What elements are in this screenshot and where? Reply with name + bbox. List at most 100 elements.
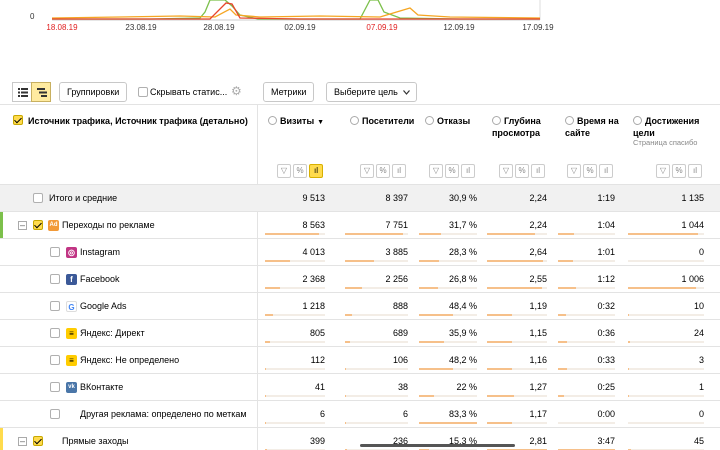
info-icon[interactable] <box>492 116 501 125</box>
percent-icon[interactable]: % <box>672 164 686 178</box>
bar-track <box>419 395 477 397</box>
bar-visitors <box>345 287 362 289</box>
percent-icon[interactable]: % <box>293 164 307 178</box>
horizontal-scrollbar[interactable] <box>360 444 515 447</box>
row-source-name[interactable]: Яндекс: Директ <box>80 328 145 338</box>
cell-bounce: 48,2 % <box>448 355 477 365</box>
row-checkbox[interactable] <box>50 328 60 338</box>
filter-icon[interactable]: ▽ <box>499 164 513 178</box>
bar-goals <box>628 341 630 343</box>
percent-icon[interactable]: % <box>445 164 459 178</box>
row-checkbox[interactable] <box>33 436 43 446</box>
cell-depth: 2,55 <box>529 274 547 284</box>
table-row[interactable]: ≡ Яндекс: Директ 805 689 35,9 % 1,15 0:36 24 <box>0 320 720 347</box>
bar-goals <box>628 233 698 235</box>
row-source-name[interactable]: Прямые заходы <box>62 436 129 446</box>
column-header-visitors[interactable]: Посетители <box>350 115 423 127</box>
row-checkbox[interactable] <box>33 193 43 203</box>
bar-track <box>345 395 408 397</box>
select-all-checkbox[interactable] <box>13 115 23 125</box>
hide-stats-checkbox[interactable] <box>138 87 148 97</box>
info-icon[interactable] <box>565 116 574 125</box>
column-header-visits[interactable]: Визиты ▼ <box>268 115 338 129</box>
bar-visits <box>265 395 266 397</box>
info-icon[interactable] <box>425 116 434 125</box>
bars-icon[interactable]: ıl <box>599 164 613 178</box>
bar-track <box>419 260 477 262</box>
bar-depth <box>487 287 542 289</box>
bar-visits <box>265 341 271 343</box>
yandex-direct-icon: ≡ <box>66 355 77 366</box>
tree-view-button[interactable] <box>31 82 51 102</box>
percent-icon[interactable]: % <box>376 164 390 178</box>
column-header-time[interactable]: Время на сайте <box>565 115 632 139</box>
table-row[interactable]: Другая реклама: определено по меткам 6 6 83… <box>0 401 720 428</box>
row-source-name[interactable]: Яндекс: Не определено <box>80 355 180 365</box>
dimension-header[interactable]: Источник трафика, Источник трафика (дета… <box>28 116 248 126</box>
bars-icon[interactable]: ıl <box>461 164 475 178</box>
sort-desc-icon[interactable]: ▼ <box>317 119 325 126</box>
info-icon[interactable] <box>350 116 359 125</box>
table-row[interactable]: ◎ Instagram 4 013 3 885 28,3 % 2,64 1:01 0 <box>0 239 720 266</box>
group-row[interactable]: – Ad Переходы по рекламе 8 563 7 751 31,7 % 2,… <box>0 212 720 239</box>
row-source-name[interactable]: Другая реклама: определено по меткам <box>80 409 247 419</box>
x-tick-label: 02.09.19 <box>284 23 316 32</box>
bars-icon[interactable]: ıl <box>531 164 545 178</box>
row-checkbox[interactable] <box>33 220 43 230</box>
collapse-icon[interactable]: – <box>18 436 27 446</box>
row-checkbox[interactable] <box>50 301 60 311</box>
filter-icon[interactable]: ▽ <box>567 164 581 178</box>
list-view-button[interactable] <box>12 82 32 102</box>
info-icon[interactable] <box>633 116 642 125</box>
metrics-button[interactable]: Метрики <box>263 82 315 102</box>
column-header-goals[interactable]: Достижения цели <box>633 115 719 139</box>
cell-bounce: 26,8 % <box>448 274 477 284</box>
table-row[interactable]: ≡ Яндекс: Не определено 112 106 48,2 % 1,16 0:… <box>0 347 720 374</box>
column-header-bounce[interactable]: Отказы <box>425 115 493 127</box>
filter-icon[interactable]: ▽ <box>429 164 443 178</box>
cell-visits: 41 <box>314 382 325 392</box>
row-checkbox[interactable] <box>50 247 60 257</box>
table-row[interactable]: G Google Ads 1 218 888 48,4 % 1,19 0:32 10 <box>0 293 720 320</box>
goal-select[interactable]: Выберите цель <box>326 82 417 102</box>
filter-icon[interactable]: ▽ <box>360 164 374 178</box>
bars-icon[interactable]: ıl <box>309 164 323 178</box>
filter-icon[interactable]: ▽ <box>277 164 291 178</box>
column-tools: ▽% ıl <box>567 164 613 180</box>
row-source-name[interactable]: ВКонтакте <box>80 382 124 392</box>
bars-icon[interactable]: ıl <box>688 164 702 178</box>
table-row[interactable]: vk ВКонтакте 41 38 22 % 1,27 0:25 1 <box>0 374 720 401</box>
report-toolbar: Группировки Скрывать статис... ⚙ Метрики… <box>0 82 720 104</box>
table-row[interactable]: f Facebook 2 368 2 256 26,8 % 2,55 1:12 1 006 <box>0 266 720 293</box>
row-checkbox[interactable] <box>50 355 60 365</box>
info-icon[interactable] <box>268 116 277 125</box>
row-source-name[interactable]: Google Ads <box>80 301 127 311</box>
hide-stats-label[interactable]: Скрывать статис... <box>150 87 228 97</box>
gear-icon[interactable]: ⚙ <box>231 84 242 98</box>
row-source-name[interactable]: Переходы по рекламе <box>62 220 155 230</box>
cell-depth: 2,81 <box>529 436 547 446</box>
cell-depth: 1,27 <box>529 382 547 392</box>
totals-row[interactable]: Итого и средние 9 513 8 397 30,9 % 2,24 1:19 1… <box>0 185 720 212</box>
bar-track <box>487 395 547 397</box>
percent-icon[interactable]: % <box>515 164 529 178</box>
column-header-label: Достижения цели <box>633 116 700 138</box>
row-checkbox[interactable] <box>50 409 60 419</box>
collapse-icon[interactable]: – <box>18 220 27 230</box>
group-color-marker <box>0 212 3 239</box>
cell-bounce: 35,9 % <box>448 328 477 338</box>
bars-icon[interactable]: ıl <box>392 164 406 178</box>
row-checkbox[interactable] <box>50 274 60 284</box>
percent-icon[interactable]: % <box>583 164 597 178</box>
row-checkbox[interactable] <box>50 382 60 392</box>
filter-icon[interactable]: ▽ <box>656 164 670 178</box>
row-source-name[interactable]: Итого и средние <box>49 193 118 203</box>
row-source-name[interactable]: Facebook <box>80 274 120 284</box>
google-icon: G <box>66 301 77 312</box>
bar-time <box>558 314 566 316</box>
column-header-depth[interactable]: Глубина просмотра <box>492 115 562 139</box>
cell-bounce: 30,9 % <box>448 193 477 203</box>
row-source-name[interactable]: Instagram <box>80 247 121 257</box>
grouping-button[interactable]: Группировки <box>59 82 128 102</box>
cell-goals: 1 135 <box>681 193 704 203</box>
